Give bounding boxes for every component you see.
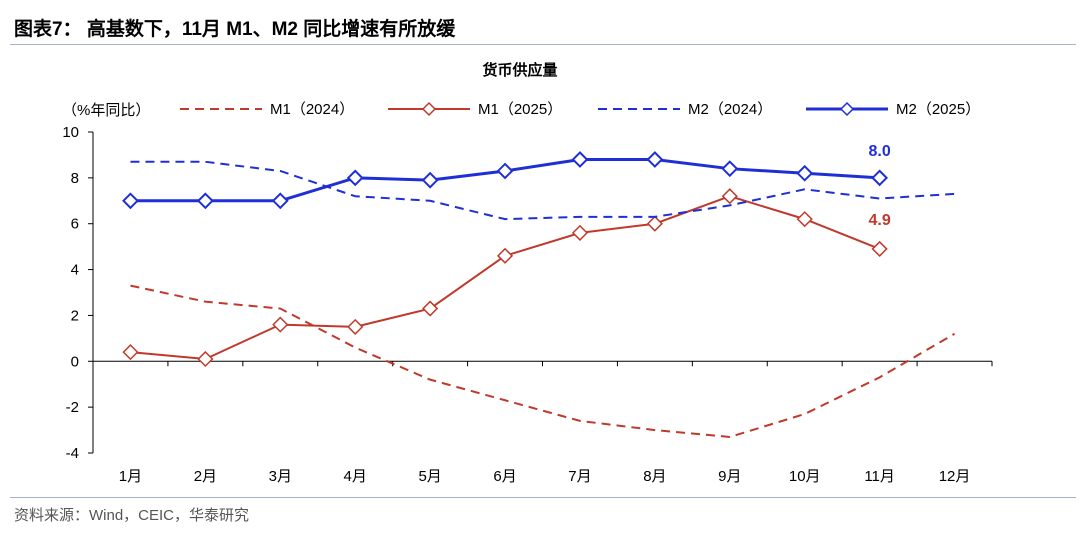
series-line-m1-2025 — [130, 195, 880, 361]
data-point-m1-2025 — [721, 188, 738, 205]
y-tick-label: 8 — [71, 170, 79, 187]
legend-label: M1（2025） — [478, 101, 562, 118]
chart-title: 货币供应量 — [482, 61, 557, 79]
x-tick-label: 1月 — [119, 468, 142, 485]
data-label: 8.0 — [869, 143, 891, 160]
y-tick-label: -4 — [66, 445, 79, 462]
data-point-m1-2025 — [197, 350, 214, 368]
annotations: 8.0 4.9 — [869, 143, 891, 229]
data-point-m1-2025 — [422, 300, 439, 317]
legend-label: M2（2025） — [896, 101, 980, 118]
x-tick-label: 12月 — [939, 468, 971, 485]
data-point-m2-2025 — [496, 162, 514, 180]
data-point-m1-2025 — [571, 224, 589, 241]
series-layer — [122, 151, 956, 438]
series-m2-2025 — [122, 151, 889, 210]
data-point-m2-2025 — [421, 171, 439, 189]
x-tick-label: 2月 — [194, 468, 217, 485]
data-label: 4.9 — [869, 212, 891, 229]
data-point-m1-2025 — [871, 240, 888, 257]
data-point-m2-2025 — [796, 164, 814, 182]
data-point-m2-2025 — [271, 192, 289, 210]
money-supply-chart: 货币供应量 （%年同比） M1（2024） M1（2025） M2（2024） M2（… — [62, 61, 993, 485]
legend-item-m2-2025: M2（2025） — [806, 101, 980, 118]
data-point-m1-2025 — [122, 344, 139, 361]
y-axis-label: （%年同比） — [62, 102, 150, 119]
y-tick-label: 4 — [71, 262, 79, 279]
top-rule — [10, 44, 1076, 45]
x-tick-label: 10月 — [789, 468, 821, 485]
x-tick-label: 4月 — [344, 468, 367, 485]
legend-label: M1（2024） — [270, 101, 354, 118]
data-point-m2-2025 — [871, 169, 889, 187]
x-tick-label: 6月 — [493, 468, 516, 485]
legend-marker — [839, 101, 855, 117]
y-tick-label: 6 — [71, 216, 79, 233]
legend: M1（2024） M1（2025） M2（2024） M2（2025） — [180, 101, 980, 118]
y-tick-label: 2 — [71, 307, 79, 324]
data-point-m2-2025 — [196, 192, 214, 210]
x-tick-label: 7月 — [568, 468, 591, 485]
x-tick-label: 9月 — [718, 468, 741, 485]
series-line-m1-2024 — [130, 284, 956, 438]
y-tick-label: 10 — [62, 124, 79, 141]
y-tick-label: -2 — [66, 399, 79, 416]
y-tick-label: 0 — [71, 353, 79, 370]
series-m1-2024 — [130, 284, 956, 438]
x-tick-label: 3月 — [269, 468, 292, 485]
source-note: 资料来源：Wind，CEIC，华泰研究 — [14, 507, 250, 524]
legend-item-m1-2025: M1（2025） — [388, 101, 562, 118]
data-point-m1-2025 — [272, 316, 289, 333]
series-line-m2-2024 — [130, 160, 955, 221]
series-m2-2024 — [130, 160, 955, 221]
x-tick-label: 8月 — [643, 468, 666, 485]
legend-item-m2-2024: M2（2024） — [598, 101, 772, 118]
axes: -4 -2 0 2 4 6 8 10 1月 2月 3月 4月 5月 6月 7月 8月 9月 10月 11月 12月 — [62, 124, 993, 485]
data-point-m2-2025 — [646, 151, 664, 168]
data-point-m2-2025 — [346, 169, 364, 187]
data-point-m2-2025 — [721, 160, 739, 178]
bottom-rule — [10, 497, 1076, 498]
data-point-m2-2025 — [122, 192, 139, 210]
data-point-m1-2025 — [496, 247, 514, 264]
legend-item-m1-2024: M1（2024） — [180, 101, 354, 118]
data-point-m1-2025 — [347, 318, 364, 335]
series-m1-2025 — [122, 188, 888, 368]
x-tick-label: 5月 — [418, 468, 441, 485]
data-point-m2-2025 — [571, 151, 589, 168]
legend-marker — [421, 101, 437, 117]
legend-label: M2（2024） — [688, 101, 772, 118]
x-tick-label: 11月 — [864, 468, 895, 485]
data-point-m1-2025 — [646, 215, 663, 232]
figure-title: 图表7： 高基数下，11月 M1、M2 同比增速有所放缓 — [14, 19, 456, 40]
data-point-m1-2025 — [796, 211, 813, 228]
